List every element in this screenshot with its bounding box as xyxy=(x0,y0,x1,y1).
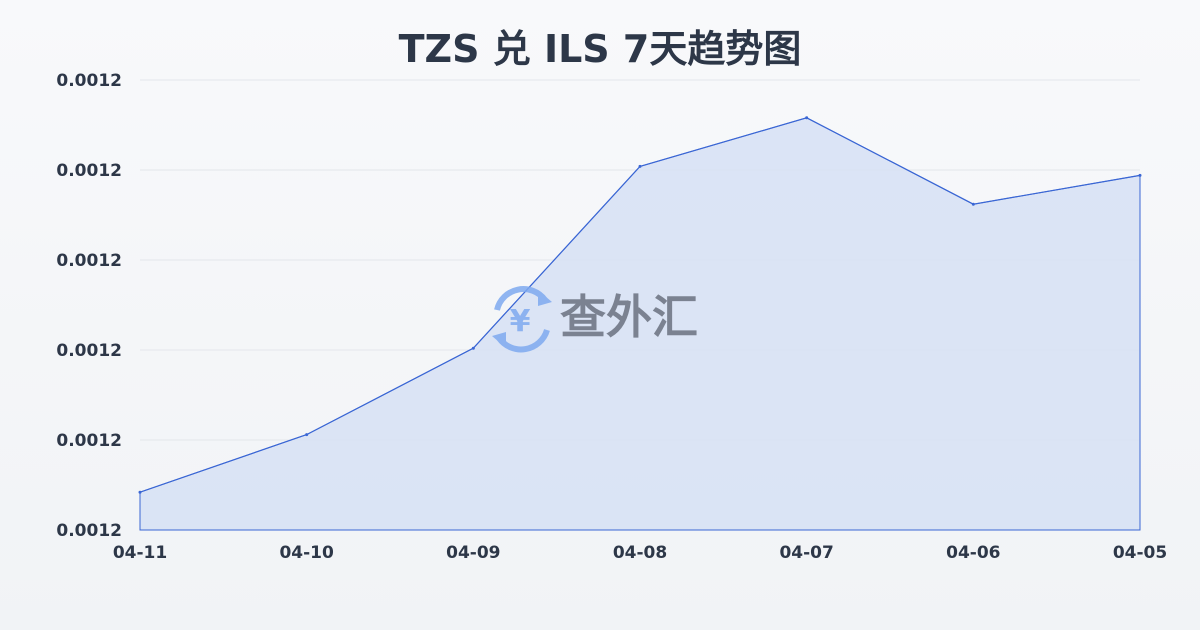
chart-title: TZS 兑 ILS 7天趋势图 xyxy=(398,27,802,71)
y-tick-label: 0.0012 xyxy=(56,521,122,541)
data-point xyxy=(805,116,809,120)
x-tick-label: 04-09 xyxy=(446,543,500,563)
data-point xyxy=(1138,173,1142,177)
watermark: ¥ 查外汇 xyxy=(492,286,698,353)
x-tick-label: 04-08 xyxy=(613,543,667,563)
y-tick-label: 0.0012 xyxy=(56,71,122,91)
y-tick-label: 0.0012 xyxy=(56,431,122,451)
data-point xyxy=(971,202,975,206)
x-tick-label: 04-11 xyxy=(113,543,167,563)
y-tick-label: 0.0012 xyxy=(56,161,122,181)
watermark-text: 查外汇 xyxy=(560,290,698,344)
data-point xyxy=(638,164,642,168)
yen-exchange-icon: ¥ xyxy=(492,286,552,353)
x-tick-label: 04-06 xyxy=(946,543,1000,563)
y-tick-label: 0.0012 xyxy=(56,341,122,361)
x-tick-label: 04-07 xyxy=(779,543,833,563)
data-point xyxy=(471,346,475,350)
x-tick-label: 04-05 xyxy=(1113,543,1167,563)
x-tick-label: 04-10 xyxy=(279,543,334,563)
y-tick-label: 0.0012 xyxy=(56,251,122,271)
data-point xyxy=(305,433,309,437)
data-point xyxy=(138,490,142,494)
svg-text:¥: ¥ xyxy=(510,304,531,339)
